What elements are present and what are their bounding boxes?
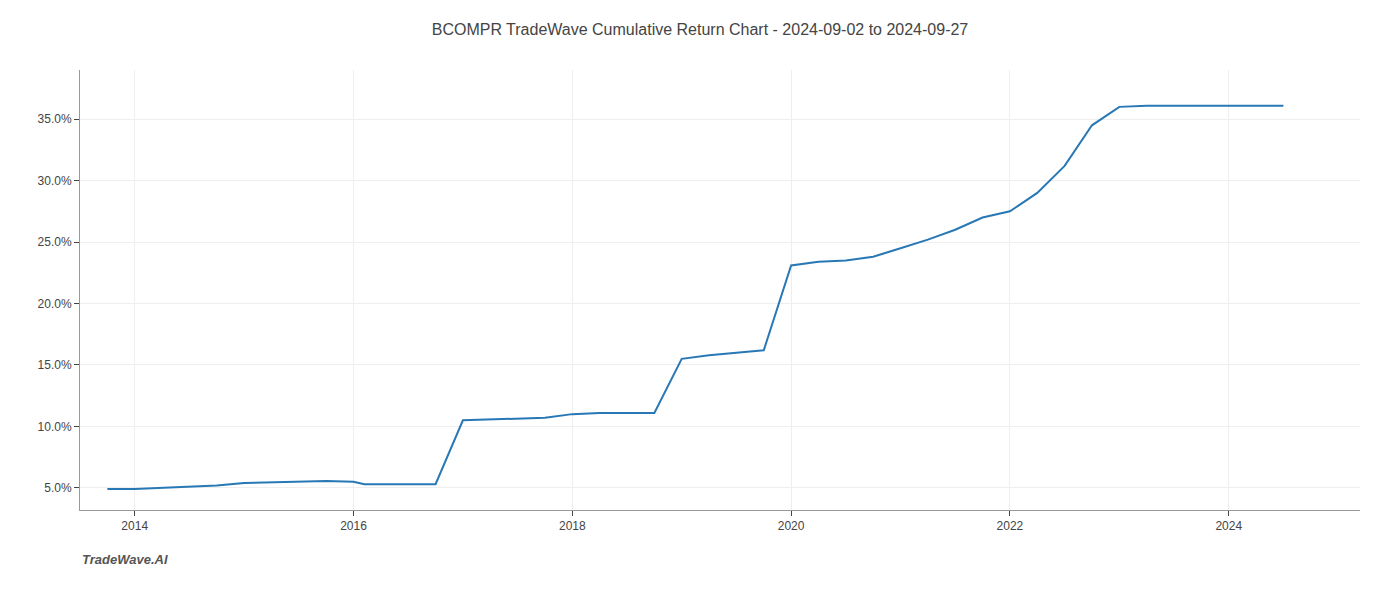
svg-text:5.0%: 5.0% — [44, 481, 72, 495]
svg-text:2022: 2022 — [997, 519, 1024, 533]
svg-text:30.0%: 30.0% — [38, 174, 72, 188]
svg-text:15.0%: 15.0% — [38, 358, 72, 372]
svg-text:BCOMPR TradeWave Cumulative Re: BCOMPR TradeWave Cumulative Return Chart… — [432, 21, 969, 38]
svg-text:2020: 2020 — [778, 519, 805, 533]
svg-text:TradeWave.AI: TradeWave.AI — [82, 552, 168, 567]
svg-text:2024: 2024 — [1215, 519, 1242, 533]
svg-text:20.0%: 20.0% — [38, 297, 72, 311]
svg-text:2018: 2018 — [559, 519, 586, 533]
svg-text:35.0%: 35.0% — [38, 112, 72, 126]
svg-text:2016: 2016 — [340, 519, 367, 533]
svg-text:25.0%: 25.0% — [38, 235, 72, 249]
svg-text:2014: 2014 — [121, 519, 148, 533]
svg-text:10.0%: 10.0% — [38, 420, 72, 434]
